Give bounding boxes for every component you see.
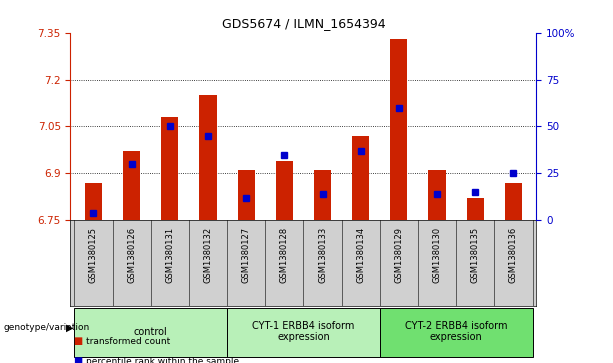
Text: ▶: ▶: [66, 323, 74, 333]
Bar: [276, 161, 293, 220]
Text: percentile rank within the sample: percentile rank within the sample: [86, 357, 239, 363]
Bar: [466, 198, 484, 220]
Bar: [199, 95, 216, 220]
Title: GDS5674 / ILMN_1654394: GDS5674 / ILMN_1654394: [222, 17, 385, 30]
Bar: [161, 117, 178, 220]
Bar: [390, 39, 408, 220]
Text: GSM1380130: GSM1380130: [433, 227, 441, 283]
Text: control: control: [134, 327, 167, 337]
Text: GSM1380136: GSM1380136: [509, 227, 518, 283]
Text: GSM1380128: GSM1380128: [280, 227, 289, 283]
FancyBboxPatch shape: [380, 309, 533, 357]
Text: GSM1380129: GSM1380129: [394, 227, 403, 283]
Text: ■: ■: [74, 336, 83, 346]
Text: CYT-1 ERBB4 isoform
expression: CYT-1 ERBB4 isoform expression: [252, 321, 355, 342]
FancyBboxPatch shape: [74, 309, 227, 357]
Bar: [314, 170, 331, 220]
Text: GSM1380131: GSM1380131: [166, 227, 174, 283]
Text: transformed count: transformed count: [86, 337, 170, 346]
Bar: [505, 183, 522, 220]
Bar: [352, 136, 369, 220]
FancyBboxPatch shape: [227, 309, 380, 357]
Text: GSM1380135: GSM1380135: [471, 227, 480, 283]
Text: ■: ■: [74, 356, 83, 363]
Bar: [428, 170, 446, 220]
Bar: [85, 183, 102, 220]
Text: CYT-2 ERBB4 isoform
expression: CYT-2 ERBB4 isoform expression: [405, 321, 508, 342]
Text: GSM1380132: GSM1380132: [204, 227, 213, 283]
Bar: [123, 151, 140, 220]
Text: GSM1380133: GSM1380133: [318, 227, 327, 283]
Bar: [238, 170, 255, 220]
Text: GSM1380126: GSM1380126: [127, 227, 136, 283]
Text: GSM1380125: GSM1380125: [89, 227, 98, 283]
Text: genotype/variation: genotype/variation: [3, 323, 89, 333]
Text: GSM1380127: GSM1380127: [242, 227, 251, 283]
Text: GSM1380134: GSM1380134: [356, 227, 365, 283]
